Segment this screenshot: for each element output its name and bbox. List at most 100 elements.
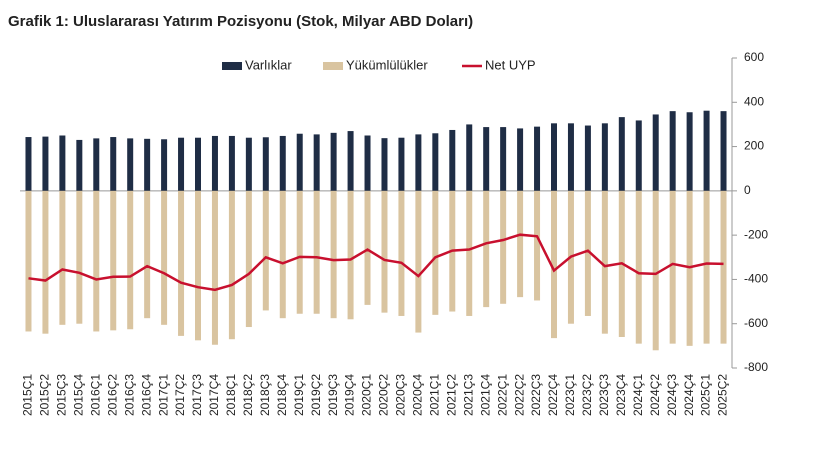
legend-swatch xyxy=(222,62,242,70)
bar xyxy=(211,135,218,191)
y-tick-label: 0 xyxy=(744,183,751,197)
y-tick-label: 600 xyxy=(744,50,764,64)
bar xyxy=(703,190,710,344)
x-tick-label: 2021Ç4 xyxy=(478,374,492,416)
bar xyxy=(500,190,507,304)
bar xyxy=(59,135,66,191)
bar xyxy=(178,137,185,191)
bar xyxy=(517,190,524,298)
bar xyxy=(228,135,235,191)
bar xyxy=(483,190,490,308)
x-tick-label: 2022Ç4 xyxy=(546,374,560,416)
bar xyxy=(110,190,117,331)
x-tick-label: 2017Ç3 xyxy=(190,374,204,416)
bar xyxy=(76,190,83,324)
bar xyxy=(25,137,32,191)
bar xyxy=(466,190,473,316)
x-tick-label: 2016Ç4 xyxy=(139,374,153,416)
x-tick-label: 2021Ç2 xyxy=(444,374,458,416)
legend-label: Yükümlülükler xyxy=(346,57,428,72)
x-tick-label: 2015Ç3 xyxy=(55,374,69,416)
bar xyxy=(449,129,456,191)
bar xyxy=(534,126,541,191)
bar xyxy=(93,190,100,332)
bar xyxy=(347,190,354,320)
bar xyxy=(313,134,320,191)
bar xyxy=(245,137,252,191)
bar xyxy=(279,135,286,191)
bar xyxy=(466,124,473,191)
bar xyxy=(59,190,66,325)
bar xyxy=(551,190,557,339)
x-tick-label: 2016Ç2 xyxy=(105,374,119,416)
x-tick-label: 2020Ç3 xyxy=(394,374,408,416)
y-tick-label: -200 xyxy=(744,227,768,241)
x-tick-label: 2024Ç3 xyxy=(665,374,679,416)
legend-label: Varlıklar xyxy=(245,57,292,72)
bar xyxy=(432,133,439,191)
bar xyxy=(720,190,727,344)
x-tick-label: 2021Ç3 xyxy=(461,374,475,416)
x-tick-label: 2019Ç2 xyxy=(309,374,323,416)
x-tick-label: 2018Ç2 xyxy=(241,374,255,416)
bar xyxy=(25,190,32,332)
bar xyxy=(262,137,269,191)
bar xyxy=(313,190,320,314)
bar xyxy=(415,190,422,333)
bar xyxy=(500,127,507,191)
bar xyxy=(415,134,422,191)
bar xyxy=(686,112,693,191)
bar xyxy=(76,139,83,191)
x-tick-label: 2023Ç4 xyxy=(614,374,628,416)
bar xyxy=(398,190,405,316)
bar xyxy=(211,190,218,345)
bar xyxy=(635,120,642,191)
x-tick-label: 2018Ç4 xyxy=(275,374,289,416)
x-tick-label: 2019Ç3 xyxy=(326,374,340,416)
y-tick-label: 200 xyxy=(744,139,764,153)
bar xyxy=(93,138,100,191)
x-tick-label: 2019Ç1 xyxy=(292,374,306,416)
y-tick-label: -400 xyxy=(744,272,768,286)
bar xyxy=(364,190,371,305)
x-tick-label: 2025Ç1 xyxy=(699,374,713,416)
bar xyxy=(483,127,490,191)
bar xyxy=(601,123,608,191)
x-tick-label: 2024Ç4 xyxy=(682,374,696,416)
bar xyxy=(144,190,151,319)
bar xyxy=(262,190,269,311)
x-tick-label: 2024Ç2 xyxy=(648,374,662,416)
x-tick-label: 2023Ç1 xyxy=(563,374,577,416)
legend-label: Net UYP xyxy=(485,57,536,72)
chart-title: Grafik 1: Uluslararası Yatırım Pozisyonu… xyxy=(8,13,473,30)
x-tick-label: 2023Ç2 xyxy=(580,374,594,416)
x-tick-label: 2018Ç1 xyxy=(224,374,238,416)
x-tick-label: 2022Ç1 xyxy=(495,374,509,416)
x-tick-label: 2017Ç4 xyxy=(207,374,221,416)
x-tick-label: 2018Ç3 xyxy=(258,374,272,416)
line xyxy=(28,233,724,292)
bar xyxy=(364,135,371,191)
bar xyxy=(279,190,286,319)
bar xyxy=(652,114,659,191)
x-tick-label: 2022Ç3 xyxy=(529,374,543,416)
x-tick-label: 2020Ç1 xyxy=(360,374,374,416)
bar xyxy=(161,139,168,191)
x-tick-label: 2020Ç4 xyxy=(411,374,425,416)
x-tick-label: 2024Ç1 xyxy=(631,374,645,416)
bar xyxy=(347,131,354,191)
bar xyxy=(567,123,574,191)
bar xyxy=(601,190,608,334)
x-tick-label: 2020Ç2 xyxy=(377,374,391,416)
bar xyxy=(534,190,541,301)
bar xyxy=(161,190,168,325)
bar xyxy=(296,190,303,314)
bar xyxy=(703,110,710,191)
x-tick-label: 2019Ç4 xyxy=(343,374,357,416)
bar xyxy=(618,117,625,191)
bar xyxy=(195,190,201,341)
bar xyxy=(245,190,252,328)
bar xyxy=(652,190,659,351)
